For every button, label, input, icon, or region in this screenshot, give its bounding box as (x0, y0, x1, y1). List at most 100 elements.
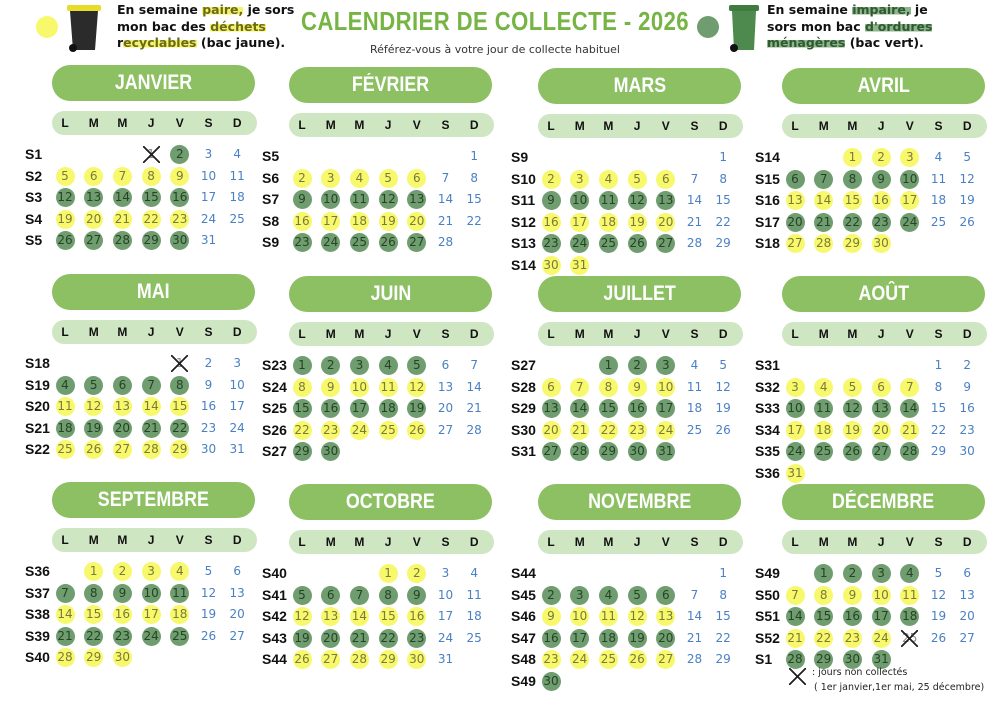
day-yellow-collection: 18 (814, 420, 834, 440)
day-yellow-collection: 7 (112, 166, 132, 186)
day-yellow-collection: 6 (84, 166, 104, 186)
day-green-collection: 21 (814, 212, 834, 232)
day-yellow-collection: 23 (170, 209, 190, 229)
month-title: MARS (538, 68, 741, 104)
day-yellow-collection: 27 (112, 440, 132, 459)
week-row: S52 21 22 23 24 25 26 27 (755, 627, 990, 649)
day-yellow-collection: 2 (541, 169, 561, 189)
day-yellow-collection: 2 (112, 562, 132, 581)
weekday-label: V (661, 119, 670, 133)
weekday-label: S (441, 535, 450, 549)
week-row: S11 9 10 11 12 13 14 15 (511, 189, 746, 211)
day-no-collection: 1 (934, 358, 943, 372)
week-number: S38 (25, 606, 50, 622)
day-green-collection: 18 (900, 607, 920, 626)
day-green-collection: 22 (842, 212, 862, 232)
day-not-collected: 1 (142, 145, 161, 164)
day-no-collection: 3 (233, 356, 241, 370)
week-number: S42 (262, 608, 287, 624)
month-title: AVRIL (782, 68, 985, 104)
week-number: S1 (25, 146, 43, 162)
day-green-collection: 1 (814, 564, 834, 583)
weekday-label: M (847, 327, 858, 341)
day-green-collection: 6 (656, 585, 676, 605)
day-no-collection: 10 (229, 377, 245, 392)
day-yellow-collection: 3 (785, 377, 805, 397)
day-green-collection: 23 (541, 234, 561, 253)
day-green-collection: 20 (785, 212, 805, 232)
day-yellow-collection: 2 (292, 168, 312, 188)
weekday-label: M (818, 535, 829, 549)
week-number: S21 (25, 419, 50, 436)
weekday-label: J (384, 535, 392, 549)
day-no-collection: 16 (200, 399, 217, 413)
month-11: DÉCEMBRE L M M J V S D S49 1 2 3 4 5 6 S50 7 8 9 10 11 12 13 S5… (755, 484, 990, 694)
day-green-collection: 24 (141, 626, 161, 646)
weekday-label: V (661, 535, 670, 549)
day-no-collection: 3 (441, 566, 450, 580)
weekday-label: D (232, 325, 242, 339)
month-title: JUIN (289, 276, 492, 312)
weekday-label: M (603, 327, 614, 341)
day-no-collection: 15 (715, 609, 731, 623)
day-no-collection: 25 (229, 211, 245, 226)
day-yellow-collection: 28 (55, 648, 75, 667)
day-yellow-collection: 12 (292, 607, 312, 626)
month-name: DÉCEMBRE (832, 490, 935, 513)
week-row: S7 9 10 11 12 13 14 15 (262, 188, 497, 210)
day-yellow-collection: 20 (84, 209, 104, 229)
day-green-collection: 5 (84, 375, 104, 395)
month-title: DÉCEMBRE (782, 484, 985, 520)
day-yellow-collection: 22 (141, 209, 161, 229)
day-yellow-collection: 17 (785, 420, 805, 440)
day-no-collection: 16 (959, 401, 975, 415)
day-yellow-collection: 7 (785, 585, 805, 605)
week-number: S5 (262, 148, 280, 164)
weekday-label: V (905, 327, 914, 341)
weekday-label: V (661, 327, 670, 341)
weekday-label: L (791, 535, 799, 549)
week-row: S23 1 2 3 4 5 6 7 (262, 354, 497, 376)
week-number: S19 (25, 376, 50, 393)
day-green-collection: 22 (378, 628, 398, 648)
day-green-collection: 2 (321, 356, 341, 375)
day-not-collected: 25 (900, 629, 919, 648)
week-row: S51 14 15 16 17 18 19 20 (755, 605, 990, 627)
day-yellow-collection: 1 (84, 562, 104, 581)
weekday-label: J (877, 119, 885, 133)
week-number: S27 (511, 357, 536, 373)
week-number: S29 (511, 400, 536, 416)
day-no-collection: 4 (690, 358, 699, 372)
month-name: FÉVRIER (351, 73, 430, 96)
weekday-label: D (232, 116, 242, 130)
day-no-collection: 15 (466, 192, 482, 206)
day-green-collection: 28 (112, 231, 132, 250)
month-title: JUILLET (538, 276, 741, 312)
month-title: SEPTEMBRE (52, 482, 255, 518)
month-title: FÉVRIER (289, 67, 492, 103)
week-number: S30 (511, 421, 536, 438)
day-no-collection: 6 (441, 358, 450, 372)
week-row: S48 23 24 25 26 27 28 29 (511, 648, 746, 670)
week-number: S14 (511, 256, 536, 273)
week-row: S19 4 5 6 7 8 9 10 (25, 374, 260, 396)
day-no-collection: 21 (686, 630, 703, 645)
day-green-collection: 31 (656, 442, 676, 461)
day-yellow-collection: 20 (541, 420, 561, 440)
day-no-collection: 2 (963, 358, 971, 372)
week-number: S18 (755, 235, 780, 251)
day-green-collection: 9 (112, 583, 132, 603)
day-yellow-collection: 10 (570, 607, 590, 626)
day-yellow-collection: 15 (378, 607, 398, 626)
weekday-label: S (934, 327, 943, 341)
day-no-collection: 7 (470, 358, 478, 372)
day-yellow-collection: 27 (656, 650, 676, 669)
day-green-collection: 9 (871, 169, 891, 189)
day-no-collection: 15 (930, 401, 947, 415)
day-green-collection: 13 (407, 190, 427, 209)
weekday-label: V (175, 116, 184, 130)
day-no-collection: 8 (719, 171, 727, 186)
day-green-collection: 14 (785, 607, 805, 626)
week-number: S16 (755, 192, 780, 208)
day-green-collection: 23 (112, 626, 132, 646)
